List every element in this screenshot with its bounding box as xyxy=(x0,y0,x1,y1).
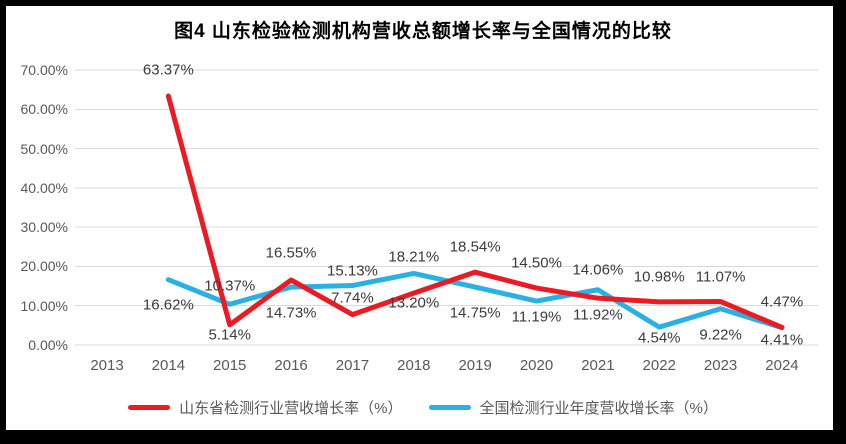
data-label-shandong-2022: 10.98% xyxy=(633,268,685,286)
data-label-national-2022: 4.54% xyxy=(637,329,681,347)
x-axis-tick-label: 2018 xyxy=(397,357,431,374)
x-axis-tick-label: 2024 xyxy=(765,357,799,374)
data-label-national-2024: 4.41% xyxy=(760,331,804,349)
data-label-shandong-2018: 13.20% xyxy=(388,294,440,312)
chart-label-layer: 70.00% 60.00% 50.00% 40.00% 30.00% 20.00% 10.0… xyxy=(6,6,833,430)
data-label-national-2015: 10.37% xyxy=(204,277,256,295)
data-label-national-2016: 14.73% xyxy=(265,304,317,322)
y-axis-tick-label: 70.00% xyxy=(20,62,68,78)
line-chart-plot xyxy=(75,69,818,346)
data-label-national-2018: 18.21% xyxy=(388,248,440,266)
data-label-shandong-2020: 14.50% xyxy=(511,254,562,272)
legend-item-national: 全国检测行业年度营收增长率（%） xyxy=(428,397,718,418)
y-axis-tick-label: 0.00% xyxy=(28,337,68,353)
y-axis-tick-label: 40.00% xyxy=(20,179,68,196)
x-axis-tick-label: 2016 xyxy=(274,357,308,374)
x-axis-tick-label: 2014 xyxy=(151,357,186,374)
x-axis-tick-label: 2017 xyxy=(335,357,370,374)
data-label-national-2014: 16.62% xyxy=(142,296,194,314)
y-axis-tick-label: 60.00% xyxy=(20,101,68,118)
data-label-national-2019: 14.75% xyxy=(449,304,501,322)
legend-item-shandong: 山东省检测行业营收增长率（%） xyxy=(128,397,403,418)
data-label-national-2020: 11.19% xyxy=(511,308,562,326)
data-label-shandong-2021: 11.92% xyxy=(572,306,623,324)
data-label-shandong-2017: 7.74% xyxy=(331,289,374,307)
x-axis-tick-label: 2023 xyxy=(703,357,738,374)
data-label-shandong-2024: 4.47% xyxy=(760,293,804,311)
data-label-national-2017: 15.13% xyxy=(327,262,378,280)
chart-canvas: 图4 山东检验检测机构营收总额增长率与全国情况的比较 70.00% 60.00% 5… xyxy=(6,6,833,430)
y-axis-tick-label: 50.00% xyxy=(20,140,68,157)
data-label-shandong-2015: 5.14% xyxy=(208,326,251,344)
legend-label-national: 全国检测行业年度营收增长率（%） xyxy=(479,400,718,417)
x-axis-tick-label: 2013 xyxy=(90,357,124,374)
chart-stage: 图4 山东检验检测机构营收总额增长率与全国情况的比较 70.00% 60.00% 5… xyxy=(6,6,833,430)
y-axis-tick-label: 10.00% xyxy=(20,297,68,314)
chart-legend: 山东省检测行业营收增长率（%） 全国检测行业年度营收增长率（%） xyxy=(6,397,833,418)
x-axis-tick-label: 2020 xyxy=(519,357,554,374)
y-axis-tick-label: 20.00% xyxy=(20,258,68,275)
x-axis-tick-label: 2015 xyxy=(213,357,247,374)
y-axis-tick-label: 30.00% xyxy=(20,219,68,236)
blue-line-swatch-icon xyxy=(428,405,471,410)
data-label-shandong-2023: 11.07% xyxy=(695,268,746,285)
red-line-swatch-icon xyxy=(128,405,171,410)
x-axis-tick-label: 2022 xyxy=(642,357,676,374)
legend-label-shandong: 山东省检测行业营收增长率（%） xyxy=(179,400,403,417)
data-label-shandong-2019: 18.54% xyxy=(449,238,501,256)
data-label-national-2023: 9.22% xyxy=(699,326,742,344)
data-label-shandong-2014: 63.37% xyxy=(142,61,194,79)
x-axis-tick-label: 2021 xyxy=(581,357,615,374)
chart-title: 图4 山东检验检测机构营收总额增长率与全国情况的比较 xyxy=(174,21,672,42)
data-label-national-2021: 14.06% xyxy=(572,261,624,279)
series-line-shandong xyxy=(165,93,785,330)
x-axis-tick-label: 2019 xyxy=(458,357,492,374)
data-label-shandong-2016: 16.55% xyxy=(265,244,317,262)
